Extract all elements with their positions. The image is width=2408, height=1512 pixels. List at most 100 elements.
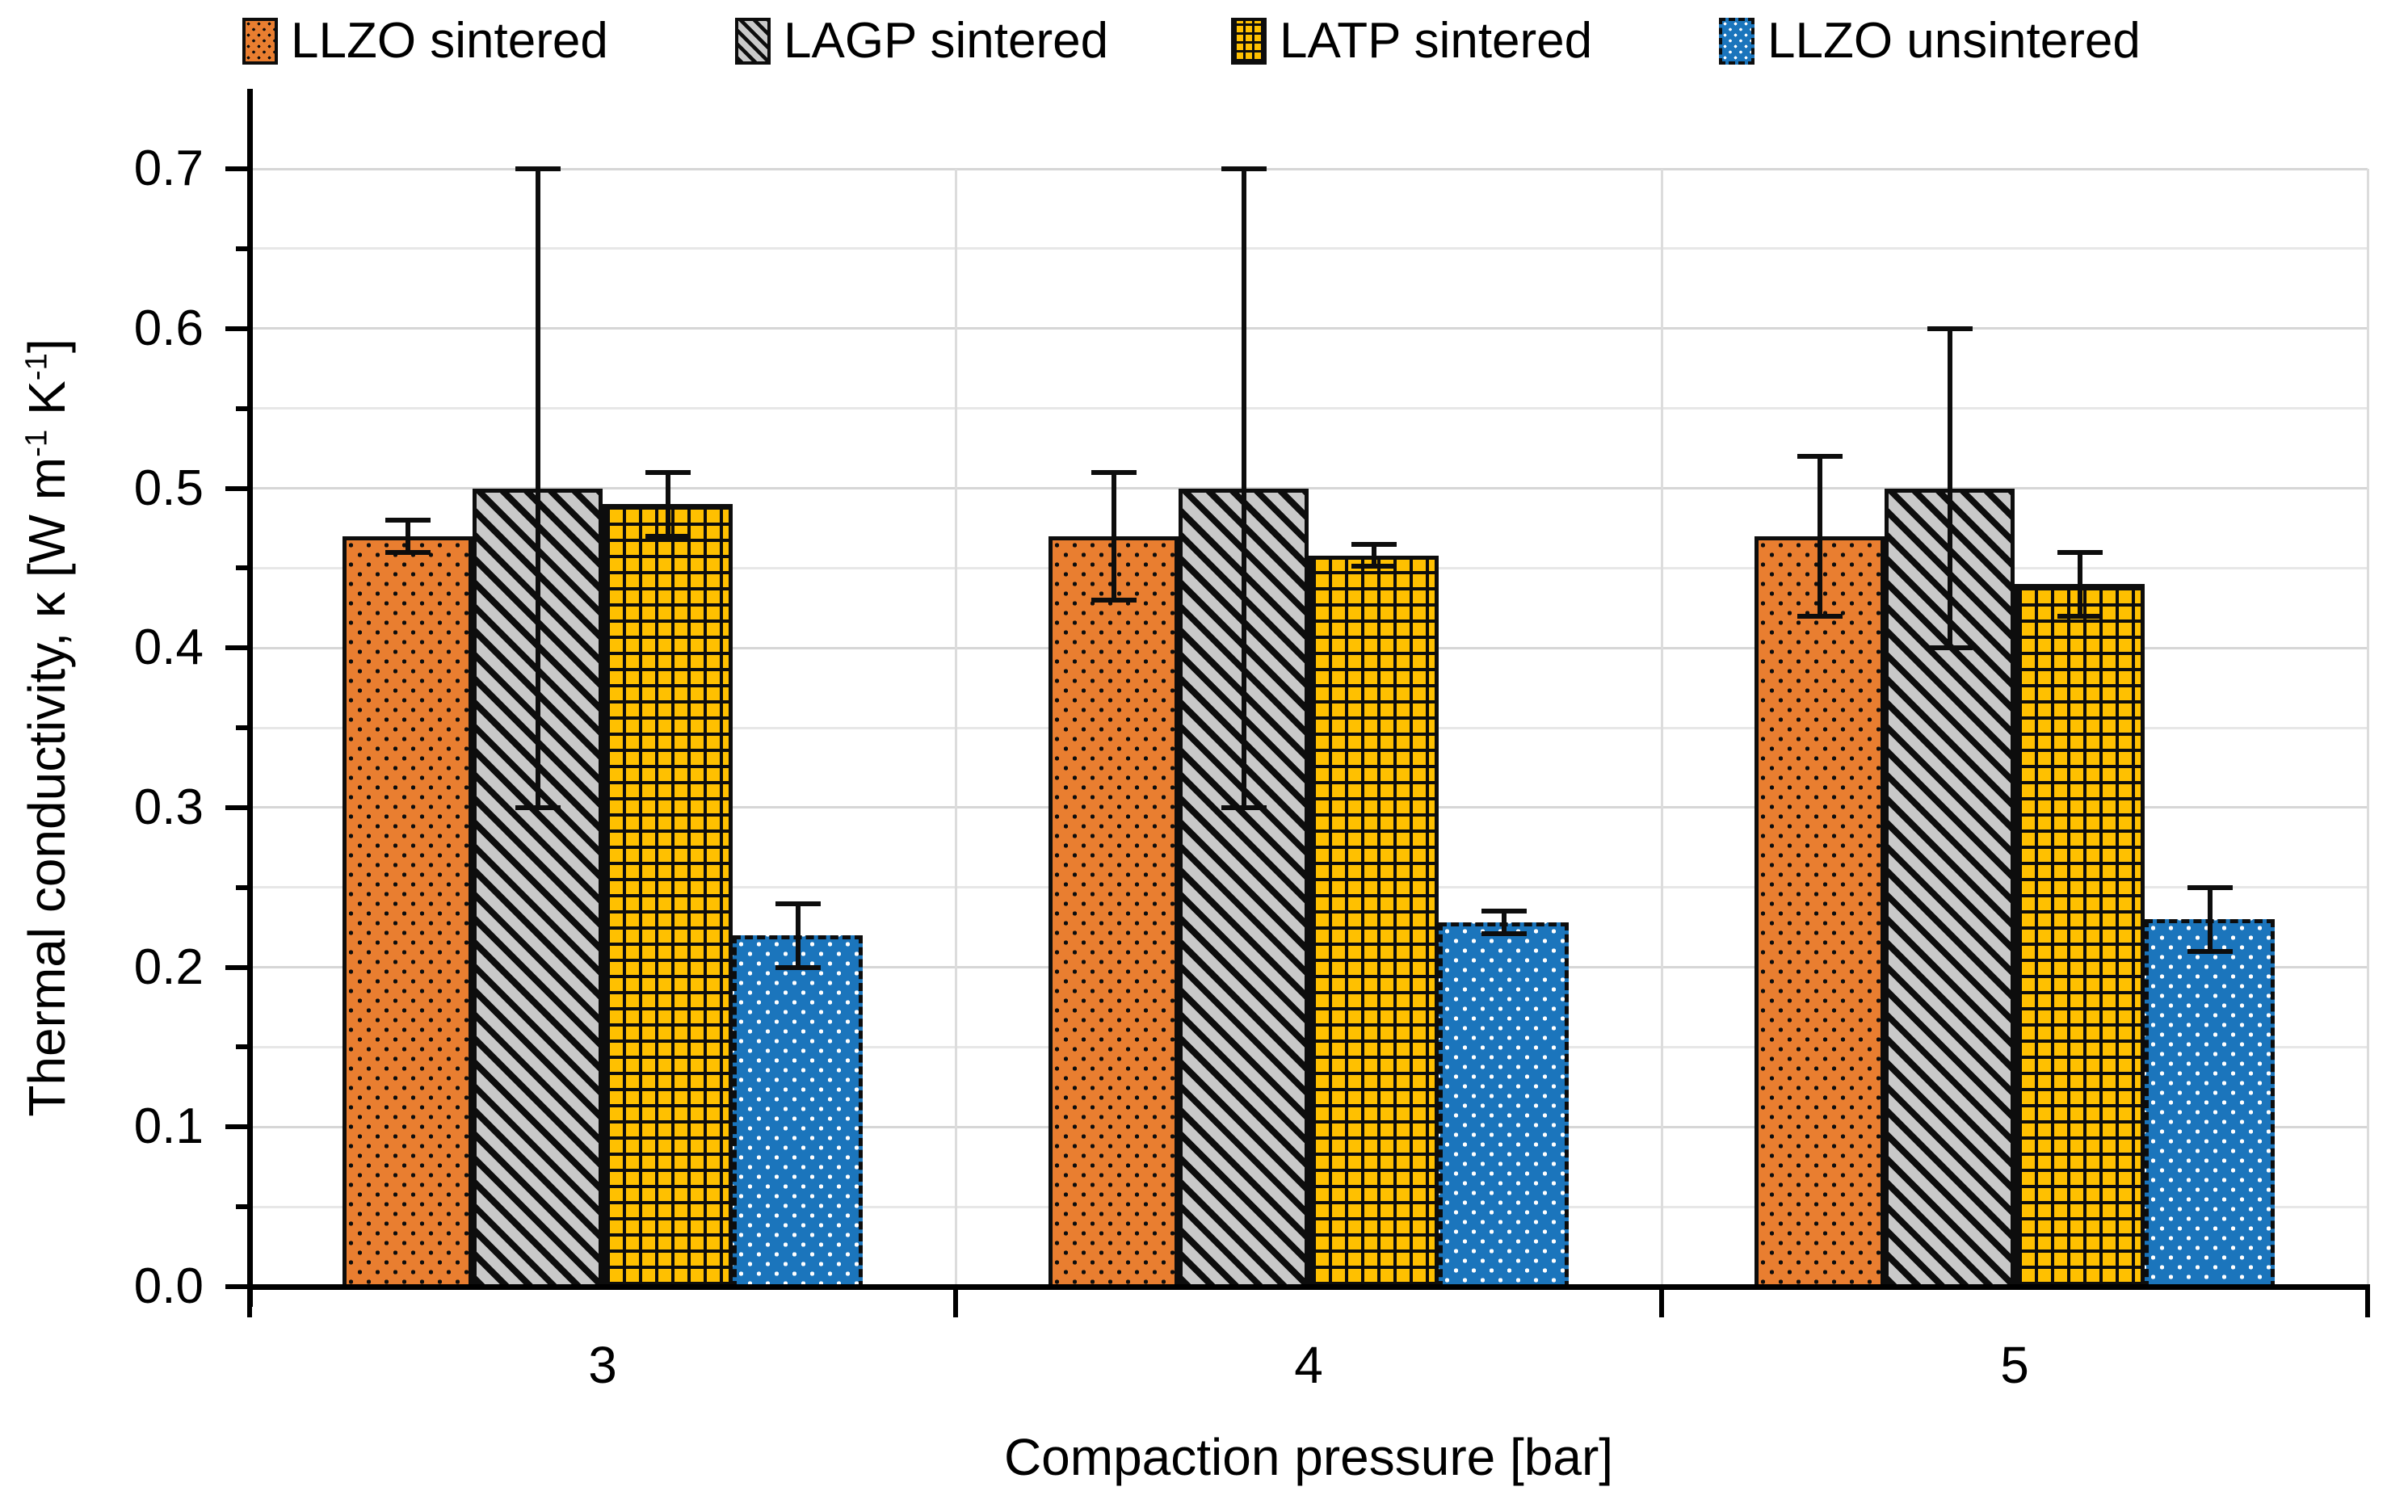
error-bar-cap-top [385,518,431,523]
error-bar-cap-bottom [515,804,561,810]
legend-label: LLZO unsintered [1767,13,2141,69]
bar-latp-sintered [603,504,733,1289]
y-minor-tick [236,565,250,571]
gridline-horizontal [252,327,2368,330]
legend-swatch-icon [1231,18,1267,65]
error-bar-cap-bottom [1091,597,1137,603]
y-minor-tick [236,884,250,890]
error-bar-line [1241,169,1246,808]
y-major-tick [225,645,250,651]
y-axis-title-mid: K [18,380,76,430]
x-axis-line [247,1283,2370,1290]
gridline-vertical [2366,169,2369,1287]
y-axis-title: Thermal conductivity, κ [W m-1 K-1] [15,122,82,1334]
y-tick-label: 0.7 [133,141,204,197]
y-minor-tick [236,405,250,411]
error-bar-cap-bottom [1351,564,1397,569]
error-bar-cap-top [645,469,691,475]
error-bar-cap-top [1091,469,1137,475]
error-bar-cap-bottom [1221,804,1267,810]
bar-llzo-unsintered [1439,922,1569,1289]
error-bar-cap-top [1351,541,1397,547]
bar-llzo-unsintered [733,935,863,1289]
y-minor-tick [236,1044,250,1050]
error-bar-line [795,903,801,968]
error-bar-cap-bottom [1481,931,1527,937]
gridline-vertical [954,169,957,1287]
legend-item-latp-sintered: LATP sintered [1231,15,1592,68]
bar-llzo-unsintered [2145,919,2275,1289]
error-bar-line [1111,472,1116,600]
y-major-tick [225,964,250,970]
y-minor-tick [236,246,250,251]
y-axis-line [246,89,253,1307]
error-bar-line [1817,456,1822,616]
y-tick-label: 0.2 [133,939,204,995]
y-minor-tick [236,725,250,731]
legend-label: LAGP sintered [784,13,1109,69]
y-major-tick [225,485,250,491]
y-axis-title-text: Thermal conductivity, κ [W m [18,456,76,1117]
legend-item-llzo-unsintered: LLZO unsintered [1719,15,2141,68]
error-bar-cap-top [1797,453,1843,459]
gridline-vertical [1660,169,1663,1287]
x-axis-tick [1659,1287,1664,1317]
bar-lagp-sintered [1179,488,1309,1289]
bar-llzo-sintered [1049,536,1179,1289]
error-bar-line [2207,887,2213,951]
gridline-horizontal [252,407,2368,410]
error-bar-cap-bottom [2187,948,2233,954]
error-bar-line [2077,552,2082,616]
error-bar-cap-top [515,166,561,172]
error-bar-cap-bottom [2057,613,2103,619]
x-tick-label: 3 [588,1336,617,1394]
x-axis-title: Compaction pressure [bar] [250,1425,2368,1489]
bar-llzo-sintered [342,536,473,1289]
y-tick-label: 0.5 [133,460,204,516]
y-tick-label: 0.3 [133,779,204,835]
bar-latp-sintered [2015,584,2145,1289]
y-major-tick [225,326,250,331]
error-bar-cap-bottom [645,533,691,539]
gridline-horizontal [252,167,2368,170]
x-tick-label: 4 [1294,1336,1323,1394]
error-bar-cap-bottom [385,549,431,555]
bar-latp-sintered [1309,555,1439,1289]
error-bar-line [405,520,410,552]
error-bar-cap-top [1481,909,1527,914]
error-bar-line [1371,544,1376,567]
y-tick-label: 0.0 [133,1258,204,1314]
error-bar-line [535,169,540,808]
gridline-horizontal [252,247,2368,250]
error-bar-line [1501,911,1507,934]
error-bar-line [1947,328,1952,649]
y-major-tick [225,1284,250,1289]
legend-item-lagp-sintered: LAGP sintered [735,15,1108,68]
y-minor-tick [236,1204,250,1210]
y-major-tick [225,804,250,810]
x-tick-label: 5 [2000,1336,2029,1394]
x-axis-tick [247,1287,252,1317]
error-bar-cap-bottom [1797,613,1843,619]
x-axis-title-text: Compaction pressure [bar] [1003,1428,1614,1486]
error-bar-cap-bottom [1927,645,1973,651]
y-major-tick [225,1124,250,1130]
y-axis-title-sup2: -1 [19,353,54,381]
error-bar-cap-top [1221,166,1267,172]
legend-item-llzo-sintered: LLZO sintered [242,15,608,68]
y-tick-label: 0.1 [133,1098,204,1155]
legend-swatch-icon [1719,18,1755,65]
x-axis-tick [2365,1287,2370,1317]
y-tick-label: 0.6 [133,300,204,356]
gridline-horizontal [252,487,2368,489]
error-bar-cap-top [2057,549,2103,555]
y-axis-title-post: ] [18,338,76,354]
y-axis-title-sup1: -1 [19,429,54,457]
error-bar-cap-top [1927,326,1973,331]
error-bar-line [665,472,670,536]
error-bar-cap-top [775,901,821,906]
legend-swatch-icon [735,18,771,65]
legend-label: LLZO sintered [291,13,608,69]
legend-swatch-icon [242,18,278,65]
